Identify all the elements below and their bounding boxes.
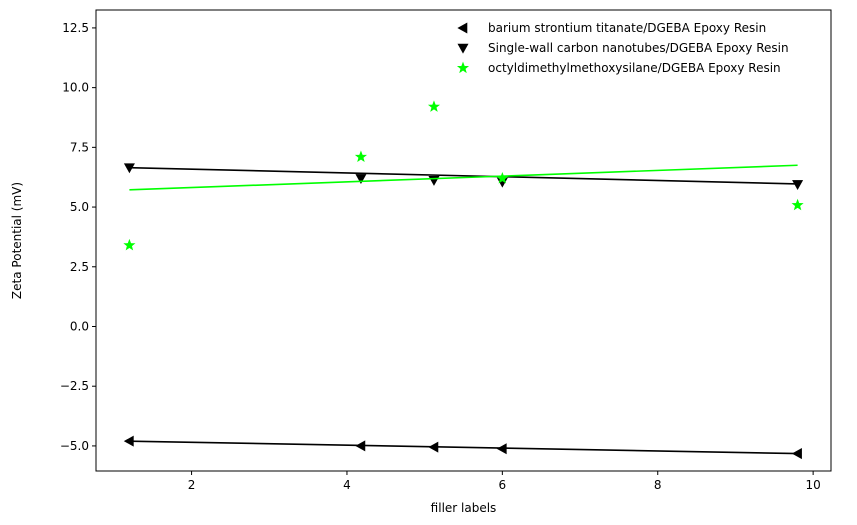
y-tick-label: 12.5 bbox=[62, 21, 89, 35]
y-tick-label: −2.5 bbox=[60, 379, 89, 393]
data-point bbox=[496, 172, 509, 184]
x-tick-label: 4 bbox=[343, 478, 351, 492]
legend-label: Single-wall carbon nanotubes/DGEBA Epoxy… bbox=[488, 41, 789, 55]
data-point bbox=[355, 174, 367, 185]
x-axis-label: filler labels bbox=[431, 501, 497, 515]
series-2 bbox=[123, 100, 804, 251]
legend-item: barium strontium titanate/DGEBA Epoxy Re… bbox=[457, 21, 766, 35]
x-tick-label: 8 bbox=[654, 478, 662, 492]
legend-label: octyldimethylmethoxysilane/DGEBA Epoxy R… bbox=[488, 61, 781, 75]
trend-line bbox=[129, 440, 798, 455]
x-tick-label: 6 bbox=[499, 478, 507, 492]
legend-marker bbox=[456, 61, 470, 74]
legend-marker bbox=[457, 43, 469, 54]
y-tick-label: 5.0 bbox=[70, 200, 89, 214]
y-tick-label: −5.0 bbox=[60, 439, 89, 453]
data-point bbox=[355, 440, 366, 452]
x-tick-label: 2 bbox=[188, 478, 196, 492]
y-axis: −5.0 −2.5 0.0 2.5 5.0 7.5 10.0 12.5 bbox=[60, 21, 96, 453]
data-point bbox=[123, 163, 135, 174]
legend-item: octyldimethylmethoxysilane/DGEBA Epoxy R… bbox=[456, 61, 781, 75]
data-point bbox=[791, 448, 802, 460]
y-tick-label: 0.0 bbox=[70, 319, 89, 333]
data-point bbox=[428, 441, 439, 453]
trend-line bbox=[129, 164, 798, 191]
x-axis: 2 4 6 8 10 bbox=[188, 471, 821, 492]
data-point bbox=[354, 150, 367, 163]
data-point bbox=[792, 180, 804, 190]
legend: barium strontium titanate/DGEBA Epoxy Re… bbox=[456, 21, 789, 75]
data-point bbox=[123, 435, 134, 447]
data-point bbox=[123, 238, 136, 251]
legend-item: Single-wall carbon nanotubes/DGEBA Epoxy… bbox=[457, 41, 789, 55]
data-point bbox=[791, 198, 804, 211]
y-axis-label: Zeta Potential (mV) bbox=[10, 182, 24, 299]
data-point bbox=[496, 443, 507, 455]
trend-line bbox=[129, 166, 798, 185]
x-tick-label: 10 bbox=[805, 478, 820, 492]
y-tick-label: 7.5 bbox=[70, 140, 89, 154]
axes-frame bbox=[95, 9, 832, 472]
y-tick-label: 10.0 bbox=[62, 81, 89, 95]
legend-marker bbox=[457, 22, 468, 34]
legend-label: barium strontium titanate/DGEBA Epoxy Re… bbox=[488, 21, 766, 35]
data-point bbox=[427, 100, 441, 112]
series-0 bbox=[123, 435, 802, 460]
y-tick-label: 2.5 bbox=[70, 260, 89, 274]
plot-area bbox=[123, 100, 804, 460]
